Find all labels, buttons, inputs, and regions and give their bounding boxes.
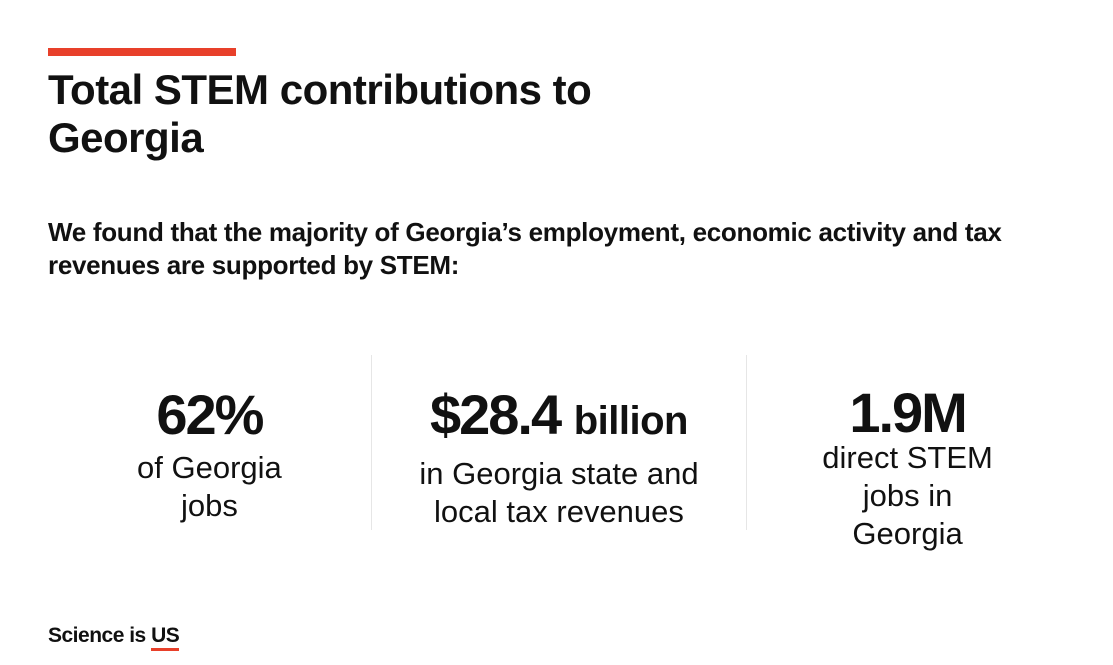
divider bbox=[746, 355, 748, 530]
subtitle: We found that the majority of Georgia’s … bbox=[48, 217, 1002, 280]
accent-bar bbox=[48, 48, 236, 56]
stats: 62% of Georgia jobs $28.4 billion in Geo… bbox=[48, 355, 1068, 551]
stat-value: 1.9M bbox=[849, 381, 967, 444]
stat: 1.9M direct STEM jobs in Georgia bbox=[747, 355, 1068, 551]
stat-label: of Georgia jobs bbox=[137, 450, 282, 523]
stat-label: in Georgia state and local tax revenues bbox=[419, 456, 699, 529]
stat: $28.4 billion in Georgia state and local… bbox=[370, 355, 748, 530]
stat-value-row: $28.4 billion bbox=[371, 383, 747, 453]
stat: 62% of Georgia jobs bbox=[48, 355, 371, 530]
title: Total STEM contributions to Georgia bbox=[48, 66, 592, 161]
stat-unit: billion bbox=[573, 399, 689, 443]
divider bbox=[370, 355, 372, 530]
stat-label: direct STEM jobs in Georgia bbox=[822, 440, 993, 551]
brand: Science is US bbox=[48, 624, 180, 651]
brand-text: Science is bbox=[48, 624, 146, 647]
stat-value: $28.4 bbox=[429, 383, 562, 446]
stat-value: 62% bbox=[156, 383, 264, 446]
brand-highlight: US bbox=[151, 624, 180, 651]
